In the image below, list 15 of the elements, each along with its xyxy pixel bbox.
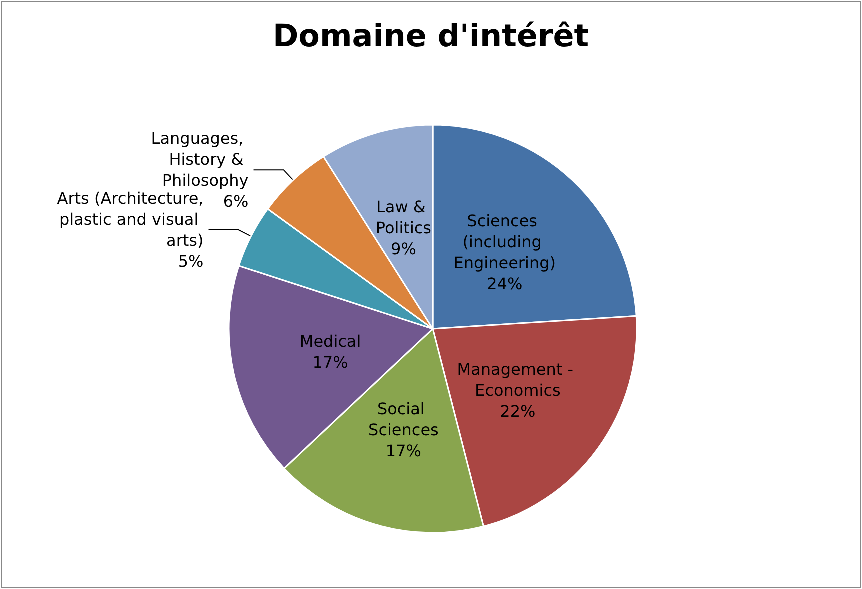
slice-label: Sciences (including Engineering) bbox=[454, 211, 556, 272]
data-label: 17% bbox=[386, 441, 422, 460]
slice-label: Social Sciences bbox=[368, 399, 439, 440]
slice-label: Law & Politics bbox=[376, 198, 432, 238]
data-label: 24% bbox=[487, 274, 523, 294]
slice-label: Arts (Architecture, plastic and visual arts) bbox=[54, 189, 204, 250]
slice-label: Languages, History & Philosophy bbox=[151, 129, 249, 190]
data-label: 9% bbox=[391, 240, 416, 259]
chart-title: Domaine d'intérêt bbox=[272, 18, 590, 54]
data-label: 22% bbox=[500, 402, 536, 422]
data-label: 17% bbox=[312, 352, 348, 372]
slice-label: Medical bbox=[300, 332, 362, 351]
slice-label: Management - Economics bbox=[457, 360, 579, 400]
data-label: 5% bbox=[178, 252, 204, 272]
data-label: 6% bbox=[223, 192, 249, 212]
